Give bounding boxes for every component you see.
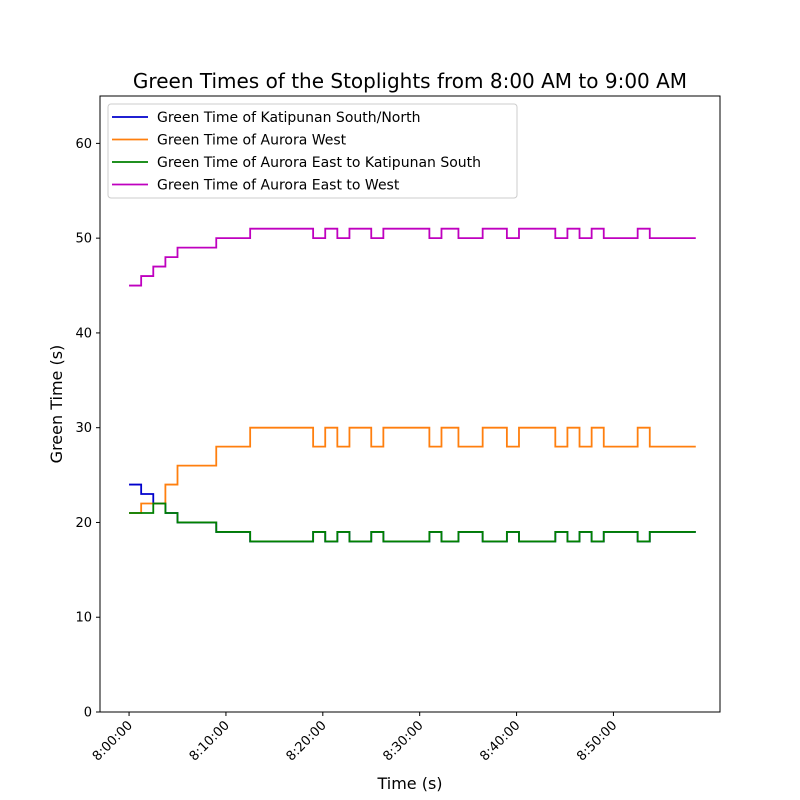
axes-frame [99, 95, 721, 713]
x-axis-label: Time (s) [376, 774, 442, 793]
series-line-4 [129, 227, 696, 287]
series-line-3 [129, 502, 696, 543]
y-tick-label: 60 [75, 137, 92, 152]
y-tick-label: 10 [75, 611, 92, 626]
y-tick-label: 30 [75, 421, 92, 436]
y-tick-label: 40 [75, 326, 92, 341]
legend-box [107, 103, 518, 199]
legend-label-3: Green Time of Aurora East to Katipunan S… [157, 155, 481, 171]
y-axis-label: Green Time (s) [47, 345, 66, 464]
legend-label-1: Green Time of Katipunan South/North [157, 110, 421, 126]
y-axis: 0 10 20 30 40 50 60 [75, 137, 100, 721]
series-line-2 [129, 426, 696, 514]
legend-label-2: Green Time of Aurora West [157, 133, 347, 149]
y-tick-label: 20 [75, 516, 92, 531]
legend: Green Time of Katipunan South/North Green… [107, 103, 518, 199]
y-tick-label: 0 [84, 706, 92, 721]
y-tick-label: 50 [75, 232, 92, 247]
series-group [129, 227, 696, 543]
legend-label-4: Green Time of Aurora East to West [157, 178, 400, 194]
chart-title: Green Times of the Stoplights from 8:00 … [133, 69, 687, 93]
